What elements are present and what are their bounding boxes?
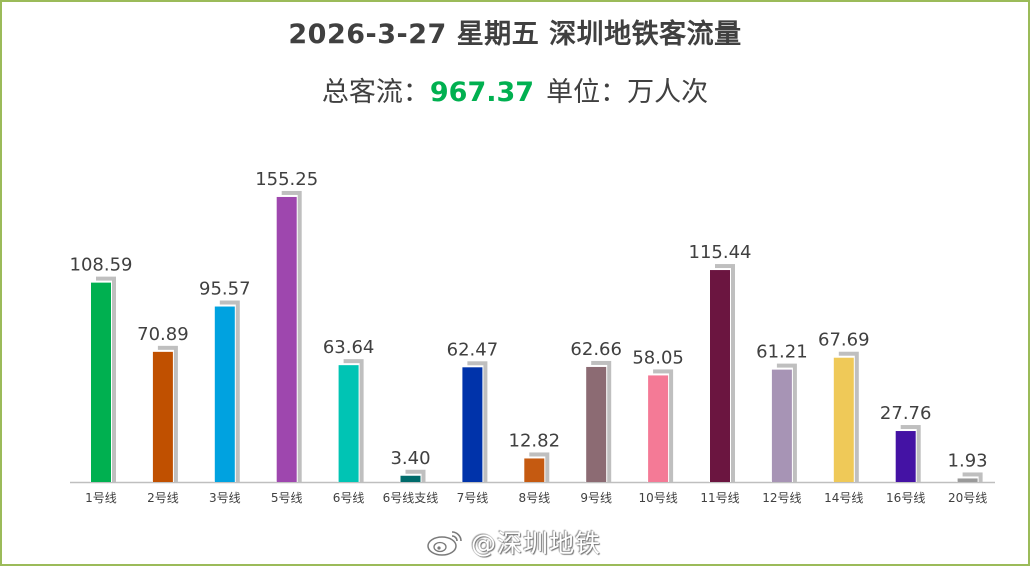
data-label: 63.64 bbox=[323, 337, 375, 358]
watermark-text: @深圳地铁 bbox=[471, 529, 602, 558]
data-label: 27.76 bbox=[880, 403, 932, 424]
bar bbox=[276, 196, 297, 482]
chart-subtitle: 总客流：967.37 单位：万人次 bbox=[0, 70, 1030, 109]
bar bbox=[895, 431, 916, 482]
total-label: 总客流： bbox=[321, 77, 430, 108]
data-label: 67.69 bbox=[818, 330, 870, 351]
bar bbox=[462, 367, 483, 482]
data-label: 61.21 bbox=[756, 342, 808, 363]
category-label: 7号线 bbox=[457, 491, 489, 505]
bar-group: 108.59 1号线 bbox=[70, 255, 133, 505]
bar-group: 95.57 3号线 bbox=[199, 279, 251, 505]
bar bbox=[586, 366, 607, 482]
data-label: 115.44 bbox=[689, 242, 752, 263]
bar-group: 62.47 7号线 bbox=[447, 339, 499, 505]
bar-group: 67.69 14号线 bbox=[818, 330, 870, 505]
bar-group: 61.21 12号线 bbox=[756, 342, 808, 505]
weibo-watermark: @深圳地铁 bbox=[425, 524, 601, 560]
bar bbox=[771, 369, 792, 482]
data-label: 3.40 bbox=[390, 448, 430, 469]
bar bbox=[214, 306, 235, 482]
category-label: 12号线 bbox=[762, 491, 801, 505]
bar bbox=[338, 365, 359, 482]
bar-group: 3.40 6号线支线 bbox=[383, 448, 439, 505]
data-label: 12.82 bbox=[509, 430, 561, 451]
bar bbox=[152, 351, 173, 482]
unit-label: 单位：万人次 bbox=[546, 77, 709, 108]
category-label: 16号线 bbox=[886, 491, 925, 505]
category-label: 8号线 bbox=[518, 491, 550, 505]
bar bbox=[833, 357, 854, 482]
data-label: 95.57 bbox=[199, 279, 251, 300]
category-label: 6号线支线 bbox=[383, 491, 439, 505]
total-value: 967.37 bbox=[429, 77, 535, 108]
bar bbox=[957, 478, 978, 482]
bar-group: 115.44 11号线 bbox=[689, 242, 752, 505]
bar bbox=[524, 458, 545, 482]
data-label: 62.47 bbox=[447, 339, 499, 360]
category-label: 2号线 bbox=[147, 491, 179, 505]
category-label: 3号线 bbox=[209, 491, 241, 505]
bar-group: 70.89 2号线 bbox=[137, 324, 189, 505]
bar bbox=[648, 375, 669, 482]
data-label: 1.93 bbox=[948, 450, 988, 471]
bar-group: 12.82 8号线 bbox=[509, 430, 561, 505]
data-label: 155.25 bbox=[255, 169, 318, 190]
bar-group: 58.05 10号线 bbox=[632, 347, 684, 505]
category-label: 5号线 bbox=[271, 491, 303, 505]
data-label: 108.59 bbox=[70, 255, 133, 276]
weibo-icon bbox=[427, 531, 462, 556]
category-label: 14号线 bbox=[824, 491, 863, 505]
category-label: 20号线 bbox=[948, 491, 987, 505]
bar-group: 1.93 20号线 bbox=[948, 450, 988, 505]
chart-title: 2026-3-27 星期五 深圳地铁客流量 bbox=[288, 19, 742, 50]
data-label: 70.89 bbox=[137, 324, 189, 345]
category-label: 6号线 bbox=[333, 491, 365, 505]
category-label: 9号线 bbox=[580, 491, 612, 505]
bar-group: 63.64 6号线 bbox=[323, 337, 375, 505]
bar-group: 62.66 9号线 bbox=[570, 339, 622, 505]
data-label: 58.05 bbox=[632, 347, 684, 368]
bar-group: 155.25 5号线 bbox=[255, 169, 318, 505]
bar bbox=[400, 475, 421, 482]
bar bbox=[710, 270, 730, 482]
category-label: 1号线 bbox=[85, 491, 117, 505]
bar-group: 27.76 16号线 bbox=[880, 403, 932, 505]
bar bbox=[91, 282, 111, 482]
data-label: 62.66 bbox=[570, 339, 622, 360]
category-label: 10号线 bbox=[638, 491, 677, 505]
category-label: 11号线 bbox=[700, 491, 739, 505]
